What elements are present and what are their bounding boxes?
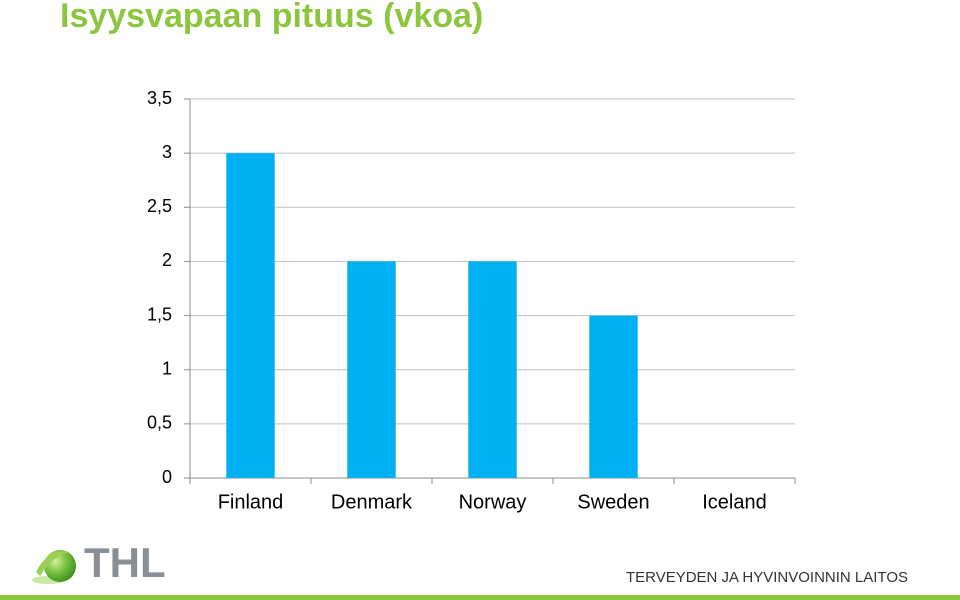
y-tick-label: 1 <box>162 358 172 378</box>
y-tick-label: 3,5 <box>147 88 172 108</box>
y-tick-label: 0,5 <box>147 413 172 433</box>
y-tick-label: 2 <box>162 250 172 270</box>
y-tick-label: 1,5 <box>147 304 172 324</box>
logo-leaf <box>36 551 70 576</box>
org-name: TERVEYDEN JA HYVINVOINNIN LAITOS <box>626 569 908 586</box>
bar <box>468 261 517 478</box>
footer-band <box>0 595 960 600</box>
x-tick-label: Finland <box>218 491 284 513</box>
x-tick-label: Norway <box>459 491 527 513</box>
logo-text: THL <box>84 539 166 586</box>
y-tick-label: 3 <box>162 142 172 162</box>
bar <box>347 261 396 478</box>
y-tick-label: 2,5 <box>147 196 172 216</box>
y-tick-label: 0 <box>162 467 172 487</box>
bar <box>226 153 275 478</box>
x-tick-label: Iceland <box>702 491 767 513</box>
x-tick-label: Sweden <box>577 491 649 513</box>
logo <box>32 550 76 584</box>
bar <box>589 315 638 478</box>
x-tick-label: Denmark <box>331 491 413 513</box>
chart-title: Isyysvapaan pituus (vkoa) <box>60 0 483 35</box>
